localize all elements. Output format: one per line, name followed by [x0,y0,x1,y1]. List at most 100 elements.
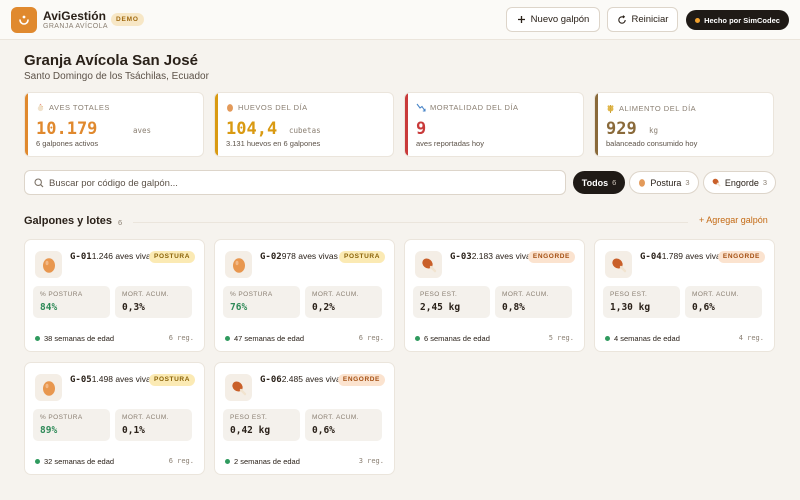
status-dot-icon [415,336,420,341]
kpi-unit: kg [649,126,659,135]
filter-all[interactable]: Todos 6 [573,171,625,194]
stat-value: 0,2% [312,302,335,313]
barn-records: 6 reg. [168,457,194,465]
stat-label: MORT. ACUM. [312,291,359,298]
card-icon-wrap [35,374,62,401]
stat-value: 0,6% [692,302,715,313]
stat-value: 0,8% [502,302,525,313]
status-dot-icon [35,336,40,341]
kpi-total-birds: AVES TOTALES 10.179 aves 6 galpones acti… [24,92,204,157]
stat-value: 0,3% [122,302,145,313]
stat-label: PESO EST. [230,414,268,421]
kpi-label: MORTALIDAD DEL DÍA [430,103,519,112]
stat-label: PESO EST. [610,291,648,298]
made-by-badge[interactable]: Hecho por SimCodec [686,10,789,30]
barn-age: 6 semanas de edad [415,334,490,343]
barn-card-g02[interactable]: G-02978 aves vivas POSTURA % POSTURA 76% … [214,239,395,352]
stat-value: 2,45 kg [420,302,461,313]
barn-age: 4 semanas de edad [605,334,680,343]
stat-label: MORT. ACUM. [122,291,169,298]
kpi-feed-today: ALIMENTO DEL DÍA 929 kg balanceado consu… [594,92,774,157]
stat-box: % POSTURA 89% [33,409,110,441]
kpi-eggs-today: HUEVOS DEL DÍA 104,4 cubetas 3.131 huevo… [214,92,394,157]
filter-count: 3 [762,178,768,187]
status-dot-icon [605,336,610,341]
barn-heading: G-02978 aves vivas [260,251,346,263]
stat-box: % POSTURA 84% [33,286,110,318]
barn-birds: 978 aves vivas [281,251,338,261]
kpi-subtext: 3.131 huevos en 6 galpones [226,139,321,148]
kpi-subtext: aves reportadas hoy [416,139,484,148]
stat-label: MORT. ACUM. [692,291,739,298]
new-barn-button[interactable]: Nuevo galpón [506,7,600,32]
app-logo [11,7,37,33]
barn-age: 2 semanas de edad [225,457,300,466]
barn-code: G-03 [450,252,472,262]
demo-badge: DEMO [111,13,144,26]
barn-code: G-06 [260,375,282,385]
barn-age-text: 6 semanas de edad [424,334,490,343]
kpi-unit: aves [133,126,152,135]
stat-box: PESO EST. 0,42 kg [223,409,300,441]
refresh-icon [617,14,626,24]
barn-code: G-01 [70,252,92,262]
kpi-subtext: balanceado consumido hoy [606,139,698,148]
barn-birds: 1.498 aves vivas [91,374,156,384]
stat-box: MORT. ACUM. 0,2% [305,286,382,318]
kpi-accent-bar [405,93,408,156]
barn-age-text: 38 semanas de edad [44,334,115,343]
barn-birds: 1.789 aves vivas [661,251,726,261]
egg-icon [227,104,233,112]
stat-label: % POSTURA [40,414,83,421]
stat-box: % POSTURA 76% [223,286,300,318]
stat-label: % POSTURA [230,291,273,298]
add-barn-link[interactable]: + Agregar galpón [699,215,768,225]
barn-age: 32 semanas de edad [35,457,114,466]
chicken-icon [37,103,44,112]
stat-label: MORT. ACUM. [502,291,549,298]
card-icon-wrap [35,251,62,278]
barn-heading: G-011.246 aves vivas [70,251,156,263]
egg-logo-icon [19,15,29,25]
barn-card-g01[interactable]: G-011.246 aves vivas POSTURA % POSTURA 84… [24,239,205,352]
card-icon-wrap [415,251,442,278]
kpi-label: AVES TOTALES [49,103,110,112]
kpi-value: 10.179 [36,119,98,139]
barn-card-g06[interactable]: G-062.485 aves vivas ENGORDE PESO EST. 0,… [214,362,395,475]
barn-records: 6 reg. [168,334,194,342]
barn-type-badge: ENGORDE [527,251,575,263]
kpi-unit: cubetas [289,126,321,135]
status-dot-icon [225,459,230,464]
section-count: 6 [118,218,123,227]
kpi-accent-bar [215,93,218,156]
filter-postura[interactable]: Postura 3 [629,171,699,194]
barn-type-badge: POSTURA [149,251,195,263]
search-icon [34,178,44,188]
stat-box: PESO EST. 1,30 kg [603,286,680,318]
stat-label: MORT. ACUM. [122,414,169,421]
barn-age-text: 4 semanas de edad [614,334,680,343]
barn-code: G-04 [640,252,662,262]
barn-code: G-05 [70,375,92,385]
stat-box: MORT. ACUM. 0,3% [115,286,192,318]
search-input[interactable] [49,174,549,192]
barn-heading: G-051.498 aves vivas [70,374,156,386]
stat-value: 89% [40,425,58,436]
barn-records: 6 reg. [358,334,384,342]
kpi-accent-bar [25,93,28,156]
status-dot-icon [35,459,40,464]
trend-down-icon [416,103,426,112]
egg-icon [42,258,55,273]
barn-records: 3 reg. [358,457,384,465]
barn-age-text: 32 semanas de edad [44,457,115,466]
barn-card-g05[interactable]: G-051.498 aves vivas POSTURA % POSTURA 89… [24,362,205,475]
barn-birds: 2.485 aves vivas [281,374,346,384]
barn-card-g04[interactable]: G-041.789 aves vivas ENGORDE PESO EST. 1,… [594,239,775,352]
filter-engorde[interactable]: Engorde 3 [703,171,776,194]
filter-count: 3 [685,178,690,187]
barn-card-g03[interactable]: G-032.183 aves vivas ENGORDE PESO EST. 2,… [404,239,585,352]
barn-records: 5 reg. [548,334,574,342]
kpi-value: 929 [606,119,637,139]
reset-button[interactable]: Reiniciar [607,7,678,32]
kpi-value: 9 [416,119,427,139]
